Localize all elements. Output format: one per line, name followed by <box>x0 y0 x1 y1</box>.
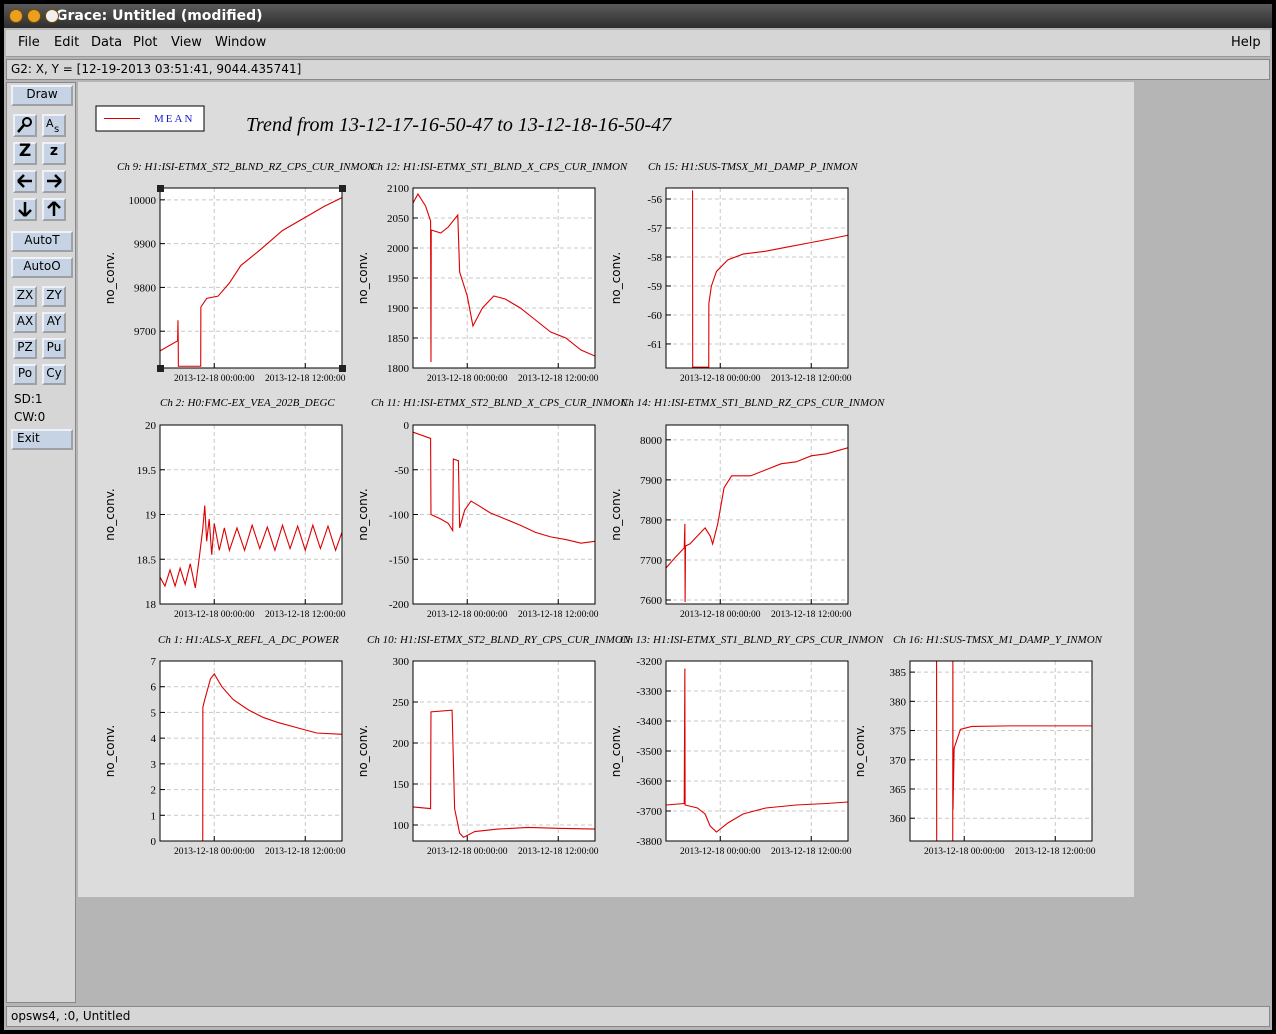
exit-button[interactable]: Exit <box>11 429 73 450</box>
autotick-button[interactable]: AutoT <box>11 231 73 252</box>
menu-item[interactable]: Help <box>1231 35 1261 50</box>
tool-button[interactable]: Po <box>13 364 37 385</box>
tool-button[interactable]: ZX <box>13 286 37 307</box>
menu-item[interactable]: Window <box>215 35 267 50</box>
arrow-icon <box>47 174 62 188</box>
menu-item[interactable]: Data <box>91 35 123 50</box>
tool-button[interactable]: Pu <box>42 338 66 359</box>
autoscale-button[interactable]: Z <box>13 142 37 165</box>
scroll-up-button[interactable] <box>42 198 66 221</box>
autoscale-button[interactable]: z <box>42 142 66 165</box>
menu-bar: File Edit Data Plot View Window Help <box>6 30 1270 57</box>
zoom-button[interactable] <box>13 114 37 137</box>
menu-item[interactable]: Edit <box>54 35 80 50</box>
tool-button[interactable]: AY <box>42 312 66 333</box>
menu-item[interactable]: View <box>171 35 202 50</box>
tool-button[interactable]: ZY <box>42 286 66 307</box>
autoscale-button[interactable]: AutoO <box>11 257 73 278</box>
tool-button[interactable]: Cy <box>42 364 66 385</box>
sd-label: SD:1 <box>14 392 43 406</box>
window <box>4 4 1272 1030</box>
minimize-button[interactable] <box>27 9 41 23</box>
menu-item[interactable]: File <box>18 35 40 50</box>
tool-button[interactable]: PZ <box>13 338 37 359</box>
cw-label: CW:0 <box>14 410 46 424</box>
arrow-icon <box>17 174 32 188</box>
svg-text:A: A <box>46 117 54 130</box>
close-button[interactable] <box>9 9 23 23</box>
arrow-icon <box>47 201 61 216</box>
status-bar: opsws4, :0, Untitled <box>6 1006 1270 1027</box>
title-bar: Grace: Untitled (modified) <box>4 4 1272 28</box>
magnifier-icon <box>17 117 32 133</box>
locator-bar: G2: X, Y = [12-19-2013 03:51:41, 9044.43… <box>6 59 1270 80</box>
menu-item[interactable]: Plot <box>133 35 158 50</box>
draw-button[interactable]: Draw <box>11 85 73 106</box>
scroll-left-button[interactable] <box>13 170 37 193</box>
maximize-button[interactable] <box>45 9 59 23</box>
arrow-icon <box>18 202 32 217</box>
scroll-right-button[interactable] <box>42 170 66 193</box>
tool-button[interactable]: AX <box>13 312 37 333</box>
scroll-down-button[interactable] <box>13 198 37 221</box>
svg-text:s: s <box>54 124 59 134</box>
